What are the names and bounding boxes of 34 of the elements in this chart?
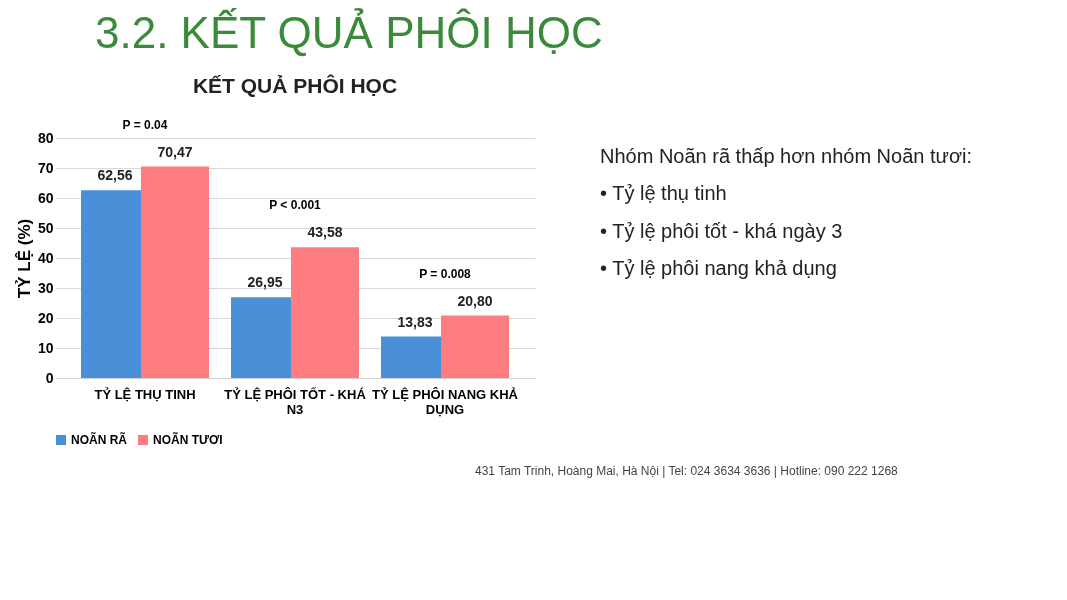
x-tick-label: TỶ LỆ PHÔI TỐT - KHÁ N3: [224, 386, 367, 417]
text: 43,58: [307, 224, 343, 241]
x-tick-label: TỶ LỆ THỤ TINH: [94, 386, 196, 402]
y-axis-title: TỶ LỆ (%): [14, 218, 34, 299]
y-tick-label: 0: [45, 369, 54, 386]
legend-label: NOÃN TƯƠI: [153, 432, 223, 447]
y-tick-label: 30: [37, 279, 54, 296]
x-tick-label: TỶ LỆ PHÔI NANG KHẢ DỤNG: [372, 386, 519, 417]
y-tick-label: 50: [37, 219, 54, 236]
bar: [141, 166, 209, 378]
text: 20,80: [457, 292, 493, 309]
text: 70,47: [157, 143, 193, 160]
legend-label: NOÃN RÃ: [71, 432, 128, 447]
text: Nhóm Noãn rã thấp hơn nhóm Noãn tươi:: [600, 144, 973, 167]
y-tick-label: 60: [37, 189, 54, 206]
y-tick-label: 80: [37, 129, 54, 146]
text: • Tỷ lệ thụ tinh: [600, 182, 727, 205]
text: 431 Tam Trinh, Hoàng Mai, Hà Nội | Tel: 024 3634 3636 | Hotline: 090 222 1268: [475, 464, 899, 478]
text: • Tỷ lệ phôi tốt - khá ngày 3: [600, 219, 843, 242]
text: 3.2. KẾT QUẢ PHÔI HỌC: [95, 8, 603, 57]
y-tick-label: 20: [37, 309, 54, 326]
text: • Tỷ lệ phôi nang khả dụng: [600, 257, 837, 280]
text: 13,83: [397, 313, 433, 330]
y-tick-label: 40: [37, 249, 54, 266]
text: 26,95: [247, 274, 283, 291]
annotation: P = 0.008: [419, 266, 472, 281]
bar: [291, 247, 359, 378]
text: P = 0.04: [122, 117, 168, 132]
y-tick-label: 70: [37, 159, 54, 176]
annotation: P < 0.001: [269, 198, 322, 213]
chart-title: KẾT QUẢ PHÔI HỌC: [192, 73, 398, 97]
bar: [441, 315, 509, 378]
y-tick-label: 10: [37, 339, 54, 356]
text: 62,56: [97, 167, 133, 184]
